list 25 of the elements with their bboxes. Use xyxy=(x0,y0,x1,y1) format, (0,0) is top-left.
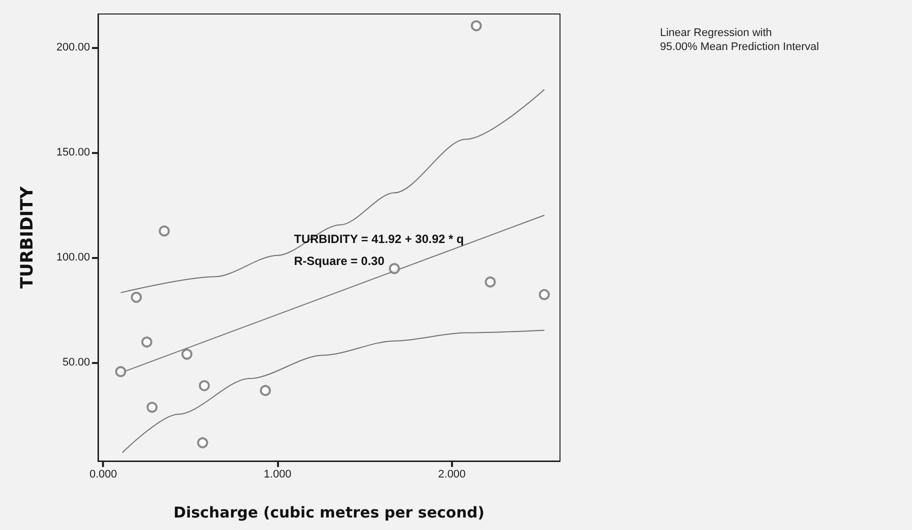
point xyxy=(260,384,271,396)
y-tick-label: 200.00 xyxy=(56,42,90,54)
point xyxy=(130,292,142,303)
text: Linear Regression with 95.00% Mean Prediction Interval xyxy=(660,27,819,53)
point xyxy=(538,289,550,300)
y-axis-title: TURBIDITY xyxy=(18,186,38,289)
x-tick-label: 2.000 xyxy=(438,468,466,480)
point xyxy=(115,366,126,378)
y-tick-label: 100.00 xyxy=(56,251,90,264)
point xyxy=(198,380,210,392)
point xyxy=(158,225,170,236)
y-tick-label: 50.00 xyxy=(62,356,90,368)
line-series xyxy=(122,330,545,454)
x-tick-label: 1.000 xyxy=(264,468,292,480)
point xyxy=(146,402,158,413)
y-tick-label: 150.00 xyxy=(56,146,90,159)
point xyxy=(470,20,482,32)
point xyxy=(484,276,496,288)
x-axis-title: Discharge (cubic metres per second) xyxy=(174,504,484,522)
line-series xyxy=(120,89,545,294)
point xyxy=(141,336,152,348)
x-tick-label: 0.000 xyxy=(89,468,117,480)
point xyxy=(388,263,400,274)
point xyxy=(181,348,192,360)
point xyxy=(197,437,208,448)
